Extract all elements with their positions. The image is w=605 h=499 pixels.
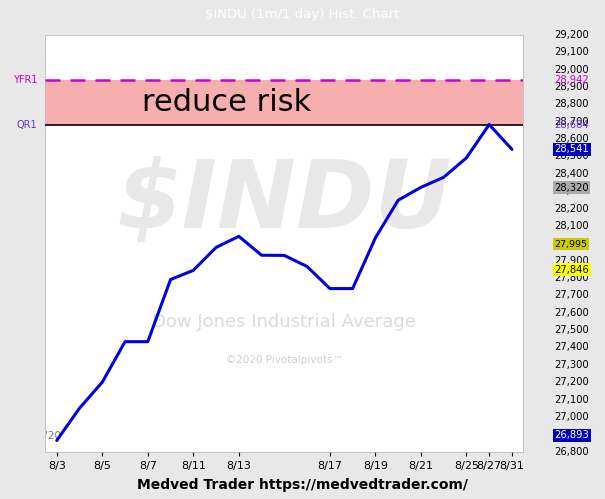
Text: 27,100: 27,100 <box>554 395 589 405</box>
Text: 28,000: 28,000 <box>554 238 589 249</box>
Text: 27,800: 27,800 <box>554 273 589 283</box>
Text: 27,200: 27,200 <box>554 377 589 387</box>
Text: 29,200: 29,200 <box>554 30 589 40</box>
Text: 28,800: 28,800 <box>554 99 589 109</box>
Text: YFR1: YFR1 <box>13 75 37 85</box>
Text: Dow Jones Industrial Average: Dow Jones Industrial Average <box>152 313 416 331</box>
Text: $INDU: $INDU <box>117 156 452 248</box>
Text: 26,893: 26,893 <box>554 431 589 441</box>
Text: 28,942: 28,942 <box>554 75 589 85</box>
Text: 27,900: 27,900 <box>554 255 589 265</box>
Text: 27,700: 27,700 <box>554 290 589 300</box>
Text: 26,800: 26,800 <box>554 447 589 457</box>
Text: 28,300: 28,300 <box>554 186 589 196</box>
Text: 29,100: 29,100 <box>554 47 589 57</box>
Text: ©2020 Pivotalpivots™: ©2020 Pivotalpivots™ <box>226 355 343 365</box>
Text: 27,600: 27,600 <box>554 308 589 318</box>
Text: 28,684: 28,684 <box>554 120 589 130</box>
Text: Medved Trader https://medvedtrader.com/: Medved Trader https://medvedtrader.com/ <box>137 478 468 492</box>
Text: 27,400: 27,400 <box>554 342 589 352</box>
Text: 28,600: 28,600 <box>554 134 589 144</box>
Text: 27,995: 27,995 <box>554 240 587 249</box>
Text: 27,846: 27,846 <box>554 265 589 275</box>
Text: 27,000: 27,000 <box>554 412 589 422</box>
Text: reduce risk: reduce risk <box>142 88 312 117</box>
Text: 28,500: 28,500 <box>554 152 589 162</box>
Text: 28,541: 28,541 <box>554 144 589 154</box>
Text: QR1: QR1 <box>16 120 37 130</box>
Text: 28,400: 28,400 <box>554 169 589 179</box>
Text: 26,900: 26,900 <box>554 429 589 439</box>
Bar <box>45 80 523 125</box>
Text: '20: '20 <box>45 431 61 441</box>
Text: 28,200: 28,200 <box>554 204 589 214</box>
Text: 28,900: 28,900 <box>554 82 589 92</box>
Text: 29,000: 29,000 <box>554 65 589 75</box>
Text: 27,300: 27,300 <box>554 360 589 370</box>
Text: 27,500: 27,500 <box>554 325 589 335</box>
Text: 28,700: 28,700 <box>554 117 589 127</box>
Text: $INDU (1m/1 day) Hist. Chart: $INDU (1m/1 day) Hist. Chart <box>205 8 400 21</box>
Text: 28,100: 28,100 <box>554 221 589 231</box>
Text: 28,320: 28,320 <box>554 183 589 193</box>
